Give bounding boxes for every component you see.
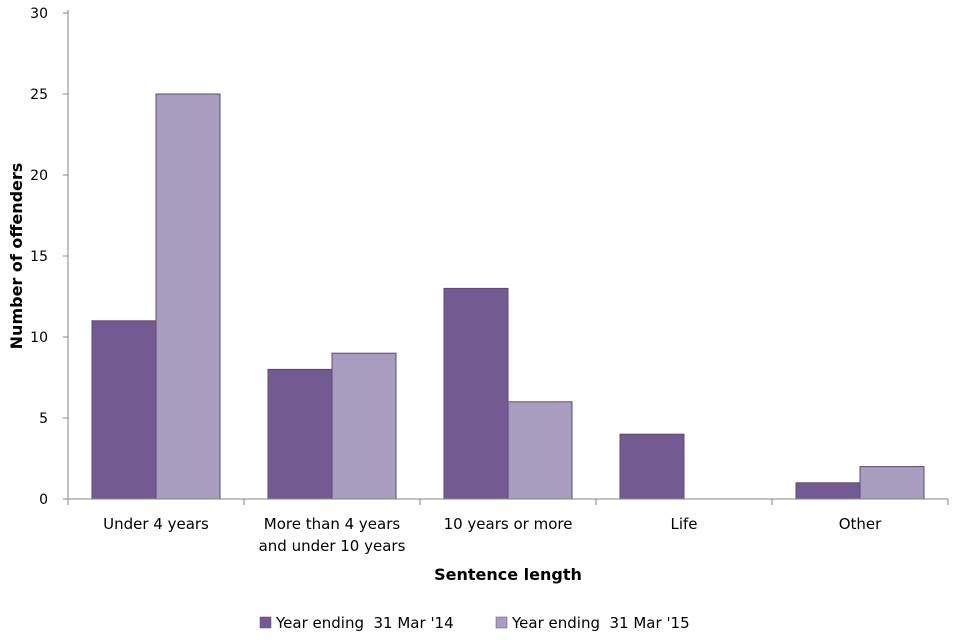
bar-series2-cat3 <box>507 401 573 500</box>
legend-label-series2: Year ending 31 Mar '15 <box>511 614 690 632</box>
x-axis-title: Sentence length <box>434 565 582 584</box>
y-axis-title: Number of offenders <box>7 163 26 350</box>
legend-swatch-series1 <box>259 616 272 629</box>
bars-layer <box>91 93 925 500</box>
bar-series1-cat5 <box>795 482 861 500</box>
legend-label-series1: Year ending 31 Mar '14 <box>275 614 454 632</box>
y-tick-label: 5 <box>39 411 48 427</box>
bar-series1-cat2 <box>267 368 333 500</box>
x-category-label: 10 years or more <box>444 515 573 533</box>
y-tick-label: 15 <box>30 249 48 265</box>
y-tick-label: 0 <box>39 492 48 508</box>
legend-swatch-series2 <box>495 616 508 629</box>
x-category-label: and under 10 years <box>259 537 406 555</box>
bar-series1-cat1 <box>91 320 157 500</box>
y-tick-label: 20 <box>30 168 48 184</box>
x-category-label: Other <box>839 515 882 533</box>
axes-layer <box>63 10 949 505</box>
x-category-label: Under 4 years <box>103 515 209 533</box>
y-tick-label: 30 <box>30 6 48 22</box>
x-category-label: Life <box>670 515 697 533</box>
labels-layer: 0 5 10 15 20 25 30 Under 4 years More than 4 yea… <box>7 6 882 584</box>
x-category-label: More than 4 years <box>264 515 401 533</box>
bar-series1-cat4 <box>619 433 685 500</box>
bar-series2-cat5 <box>859 466 925 500</box>
bar-series2-cat1 <box>155 93 221 500</box>
bar-series2-cat2 <box>331 352 397 500</box>
y-tick-label: 25 <box>30 87 48 103</box>
bar-series1-cat3 <box>443 287 509 500</box>
legend: Year ending 31 Mar '14 Year ending 31 Mar… <box>259 614 690 632</box>
y-tick-label: 10 <box>30 330 48 346</box>
